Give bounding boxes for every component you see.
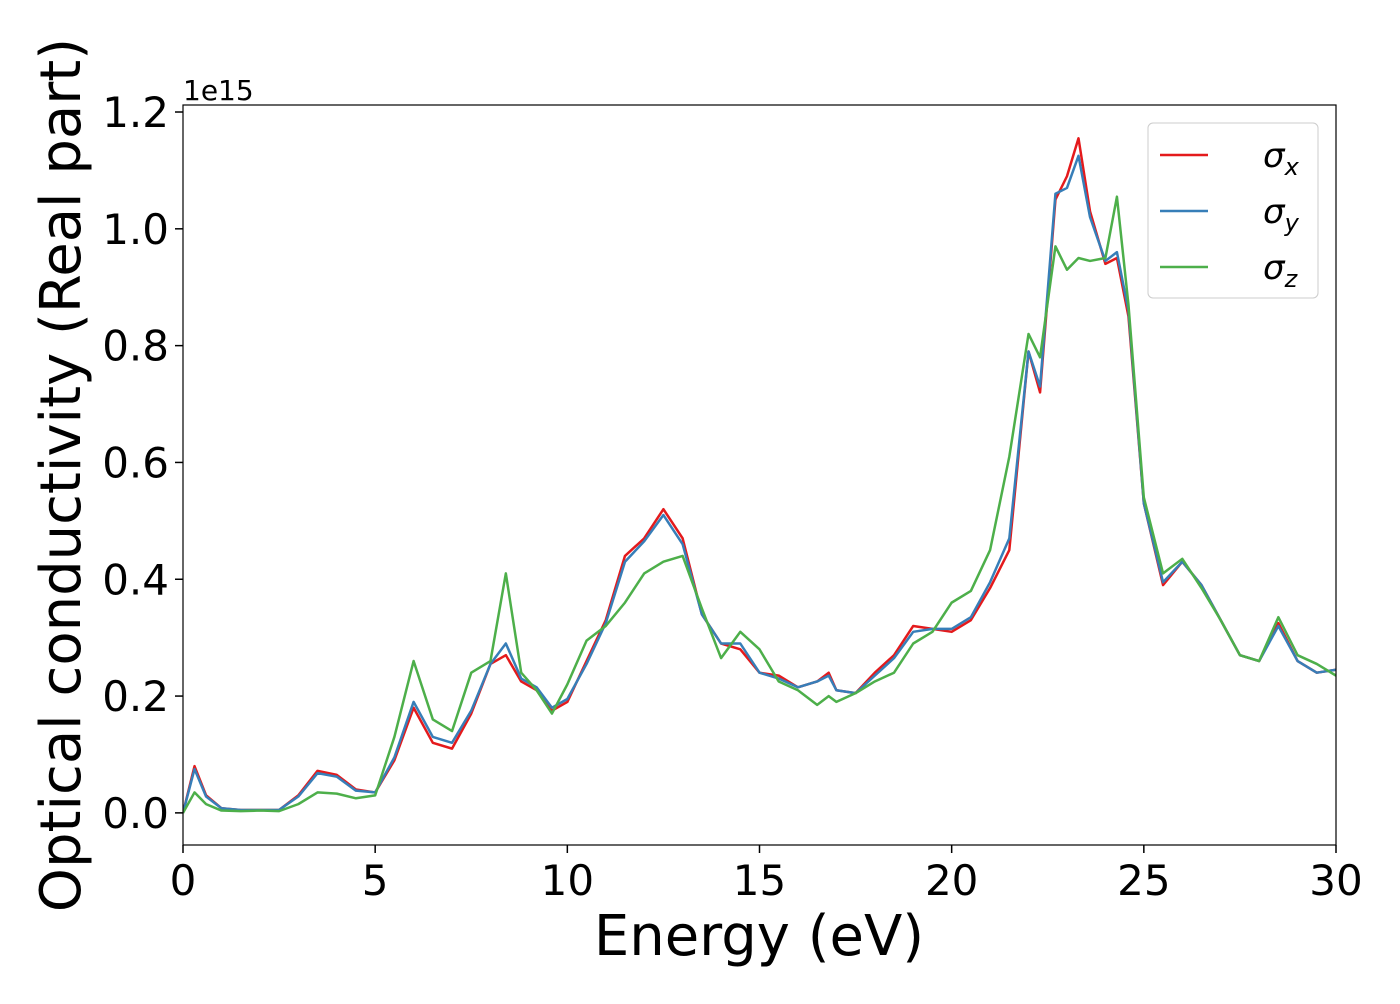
legend-label: σz <box>1263 248 1299 293</box>
x-tick-label: 25 <box>1117 856 1170 905</box>
y-tick-label: 0.0 <box>102 789 169 838</box>
legend-label: σx <box>1263 136 1300 181</box>
y-tick-label: 0.2 <box>102 672 169 721</box>
x-axis-label: Energy (eV) <box>594 904 924 969</box>
plot-frame <box>182 104 1337 846</box>
y-axis-label: Optical conductivity (Real part) <box>29 38 94 912</box>
x-tick-label: 20 <box>925 856 978 905</box>
y-tick-label: 1.2 <box>102 88 169 137</box>
x-tick-label: 30 <box>1309 856 1362 905</box>
y-tick-label: 0.8 <box>102 322 169 371</box>
y-tick-label: 0.4 <box>102 555 169 604</box>
x-tick-label: 15 <box>733 856 786 905</box>
y-tick-label: 0.6 <box>102 438 169 487</box>
x-tick-label: 0 <box>170 856 197 905</box>
x-tick-label: 10 <box>541 856 594 905</box>
x-tick-label: 5 <box>362 856 389 905</box>
y-tick-label: 1.0 <box>102 205 169 254</box>
legend-box <box>1147 122 1319 299</box>
legend-label: σy <box>1263 192 1300 237</box>
series-line <box>183 195 1336 814</box>
y-offset-label: 1e15 <box>183 74 254 107</box>
